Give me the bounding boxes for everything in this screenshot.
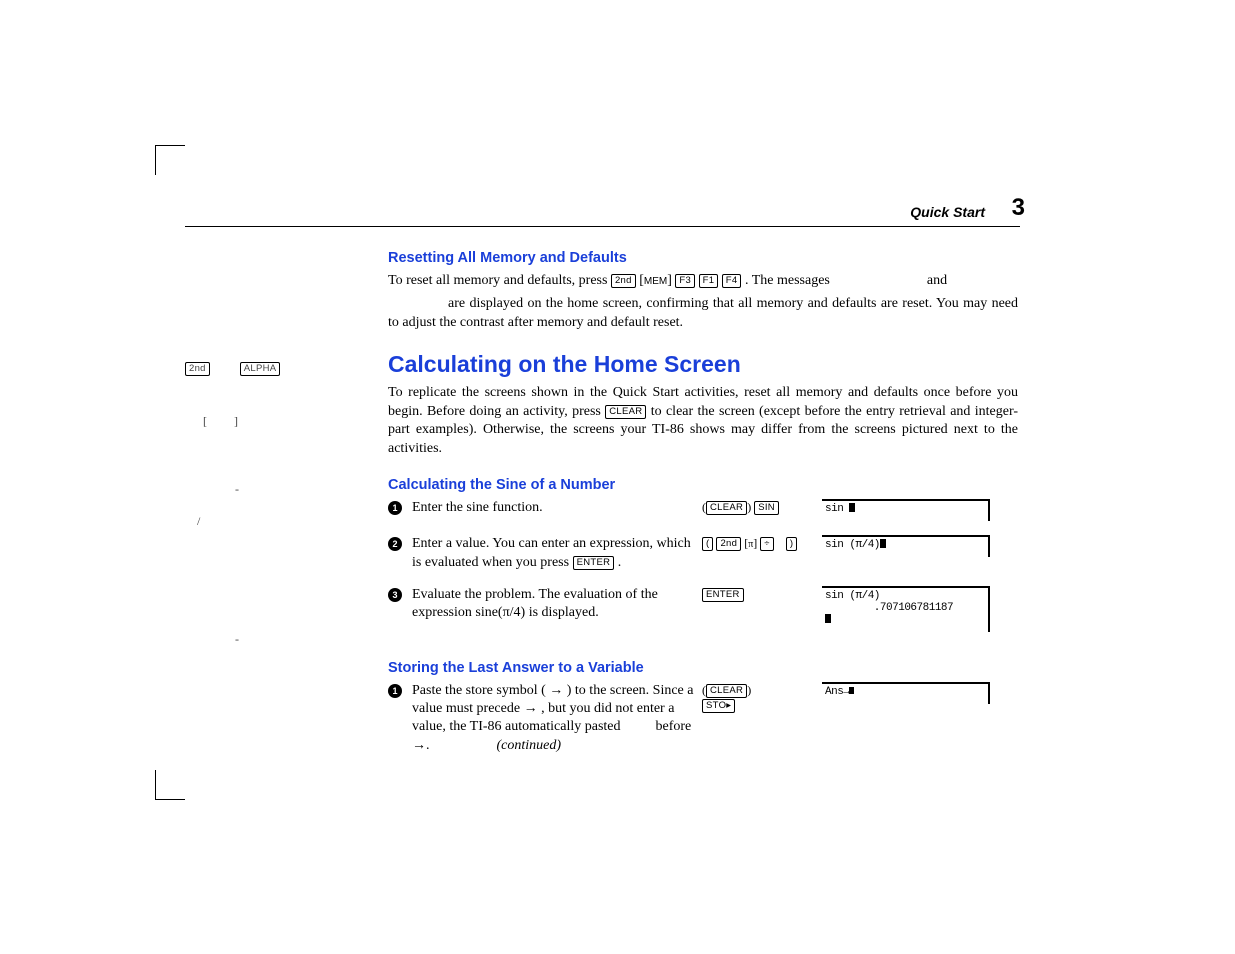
key-clear: CLEAR: [706, 501, 747, 515]
continued: (continued): [497, 738, 562, 753]
crop-mark-bl: [155, 770, 185, 800]
key-f3: F3: [675, 274, 695, 288]
reset-para-2: are displayed on the home screen, confir…: [388, 295, 1018, 333]
step-1: 1 Enter the sine function. (CLEAR) SIN s…: [388, 499, 1018, 521]
page-number: 3: [1012, 194, 1025, 222]
screen-3: sin (π/4) .707106781187: [822, 586, 990, 632]
reset-para-1: To reset all memory and defaults, press …: [388, 272, 1018, 291]
screen-1: sin: [822, 499, 990, 521]
key-sin: SIN: [754, 501, 779, 515]
key-2nd: 2nd: [716, 537, 741, 551]
key-div: ÷: [760, 537, 774, 551]
store-step-1: 1 Paste the store symbol ( → ) to the sc…: [388, 682, 1018, 755]
heading-calc: Calculating on the Home Screen: [388, 351, 1018, 378]
margin-note: 2nd ALPHA [ ] - / -: [185, 362, 365, 648]
slash: /: [197, 512, 365, 530]
key-enter: ENTER: [573, 556, 615, 570]
key-f4: F4: [722, 274, 742, 288]
step-2-text: Enter a value. You can enter an expressi…: [412, 535, 702, 571]
heading-sine: Calculating the Sine of a Number: [388, 477, 1018, 493]
bracket-r: ]: [234, 414, 238, 428]
dash: -: [235, 480, 365, 498]
bullet-3: 3: [388, 588, 402, 602]
bullet-1: 1: [388, 501, 402, 515]
step-3: 3 Evaluate the problem. The evaluation o…: [388, 586, 1018, 632]
calc-para: To replicate the screens shown in the Qu…: [388, 384, 1018, 460]
key-alpha: ALPHA: [240, 362, 281, 376]
store-step-1-text: Paste the store symbol ( → ) to the scre…: [412, 682, 702, 755]
key-clear: CLEAR: [706, 684, 747, 698]
bullet-2: 2: [388, 537, 402, 551]
step-2-keys: ( 2nd [π] ÷ ): [702, 535, 822, 551]
key-f1: F1: [699, 274, 719, 288]
store-step-1-keys: (CLEAR) STO▸: [702, 682, 822, 713]
key-2nd: 2nd: [185, 362, 210, 376]
key-rparen: ): [786, 537, 797, 551]
key-sto: STO▸: [702, 699, 735, 713]
step-1-text: Enter the sine function.: [412, 499, 702, 517]
screen-2: sin (π/4): [822, 535, 990, 557]
step-3-text: Evaluate the problem. The evaluation of …: [412, 586, 702, 622]
step-2: 2 Enter a value. You can enter an expres…: [388, 535, 1018, 571]
key-2nd: 2nd: [611, 274, 636, 288]
heading-reset: Resetting All Memory and Defaults: [388, 250, 1018, 266]
screen-store: Ans→: [822, 682, 990, 704]
bracket-l: [: [203, 414, 207, 428]
key-lparen: (: [702, 537, 713, 551]
bullet-1: 1: [388, 684, 402, 698]
main-content: Resetting All Memory and Defaults To res…: [388, 250, 1018, 769]
step-3-keys: ENTER: [702, 586, 822, 602]
crop-mark-tl: [155, 145, 185, 175]
step-1-keys: (CLEAR) SIN: [702, 499, 822, 515]
key-enter: ENTER: [702, 588, 744, 602]
key-clear: CLEAR: [605, 405, 646, 419]
header-rule: [185, 226, 1020, 227]
dash: -: [235, 630, 365, 648]
heading-store: Storing the Last Answer to a Variable: [388, 660, 1018, 676]
header-section: Quick Start: [910, 204, 985, 220]
